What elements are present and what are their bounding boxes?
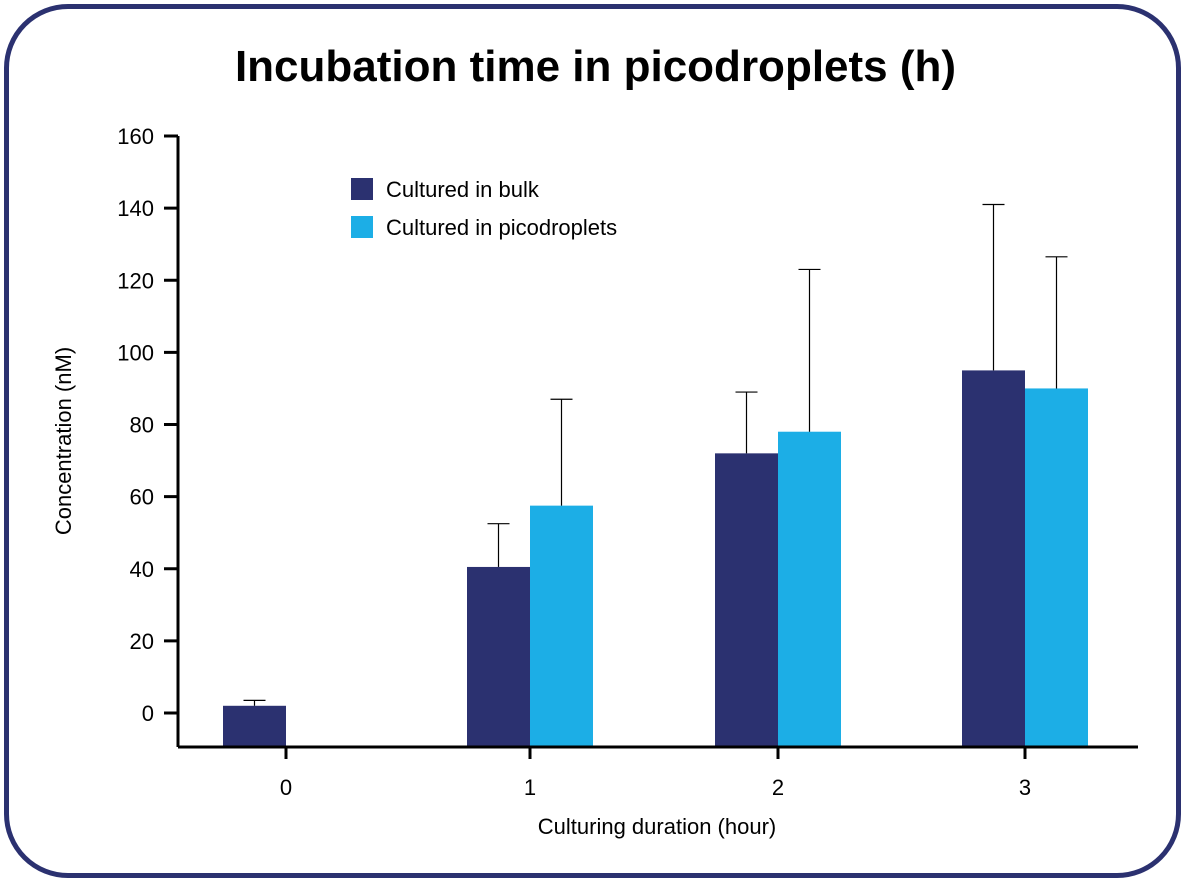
y-tick-label-80: 80 <box>130 413 154 438</box>
bar-bulk-3 <box>962 370 1025 747</box>
x-tick-label-3: 3 <box>1019 775 1031 800</box>
y-axis-title: Concentration (nM) <box>51 347 76 535</box>
y-tick-label-0: 0 <box>142 701 154 726</box>
chart-title: Incubation time in picodroplets (h) <box>234 42 957 91</box>
bar-picodroplets-3 <box>1025 388 1088 747</box>
bar-bulk-2 <box>715 453 778 747</box>
bar-bulk-0 <box>223 705 286 747</box>
y-tick-label-120: 120 <box>117 268 154 293</box>
bar-bulk-1 <box>467 566 530 747</box>
y-tick-label-160: 160 <box>117 124 154 149</box>
y-tick-label-60: 60 <box>130 485 154 510</box>
legend-label-bulk: Cultured in bulk <box>386 177 540 202</box>
y-tick-label-40: 40 <box>130 557 154 582</box>
y-tick-label-20: 20 <box>130 629 154 654</box>
x-axis-title: Culturing duration (hour) <box>538 814 776 839</box>
bar-picodroplets-1 <box>530 505 593 747</box>
legend-swatch-bulk <box>351 178 373 200</box>
x-tick-label-2: 2 <box>772 775 784 800</box>
legend-swatch-picodroplets <box>351 216 373 238</box>
legend-label-picodroplets: Cultured in picodroplets <box>386 215 617 240</box>
bar-picodroplets-2 <box>778 431 841 747</box>
x-tick-label-0: 0 <box>280 775 292 800</box>
y-tick-label-100: 100 <box>117 340 154 365</box>
x-tick-label-1: 1 <box>524 775 536 800</box>
y-tick-label-140: 140 <box>117 196 154 221</box>
